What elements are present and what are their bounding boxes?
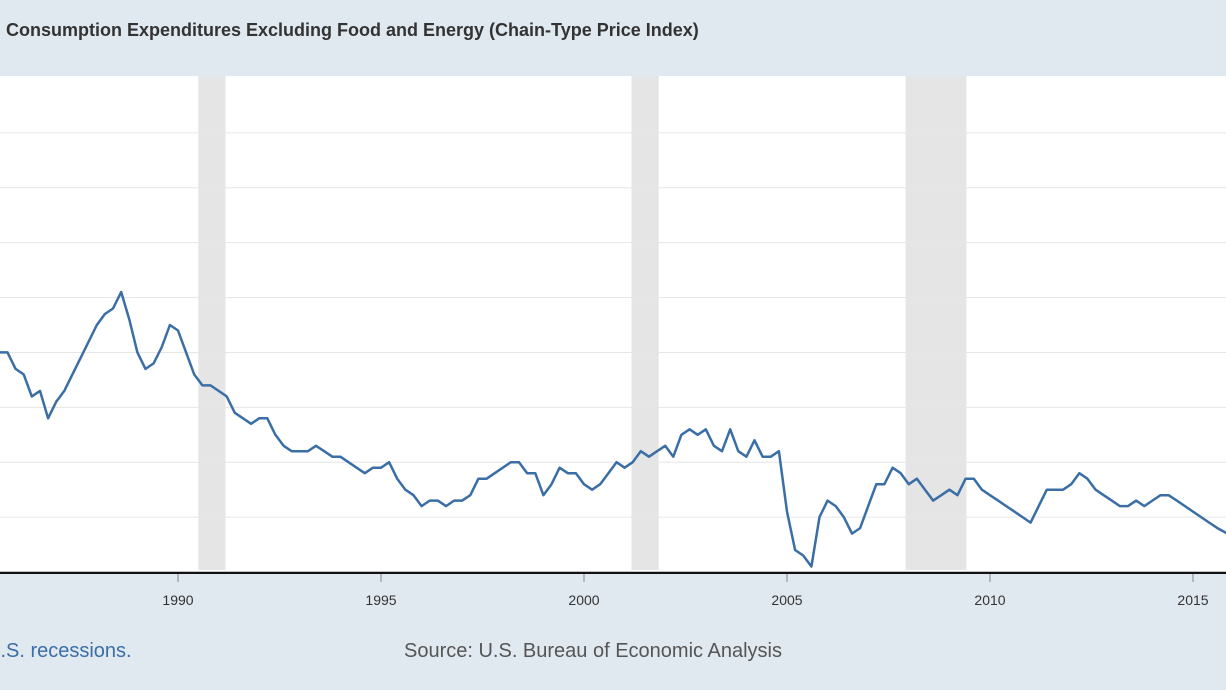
- recession-band: [905, 76, 967, 570]
- x-tick-label: 1990: [162, 592, 193, 608]
- plot-area: [0, 76, 1226, 574]
- x-tick-label: 2015: [1177, 592, 1208, 608]
- x-axis: 1990 1995 2000 2005 2010 2015: [162, 574, 1209, 608]
- recession-band: [631, 76, 659, 570]
- x-tick-label: 1995: [365, 592, 396, 608]
- line-chart: [0, 76, 1226, 574]
- x-tick-label: 2005: [771, 592, 802, 608]
- x-tick-label: 2010: [974, 592, 1005, 608]
- chart-header: al Consumption Expenditures Excluding Fo…: [0, 0, 1226, 76]
- x-tick-label: 2000: [568, 592, 599, 608]
- recessions-link[interactable]: U.S. recessions.: [0, 640, 132, 662]
- chart-title: al Consumption Expenditures Excluding Fo…: [0, 20, 699, 40]
- recession-band: [198, 76, 226, 570]
- source-note: Source: U.S. Bureau of Economic Analysis: [404, 640, 782, 662]
- series-line: [0, 290, 1226, 568]
